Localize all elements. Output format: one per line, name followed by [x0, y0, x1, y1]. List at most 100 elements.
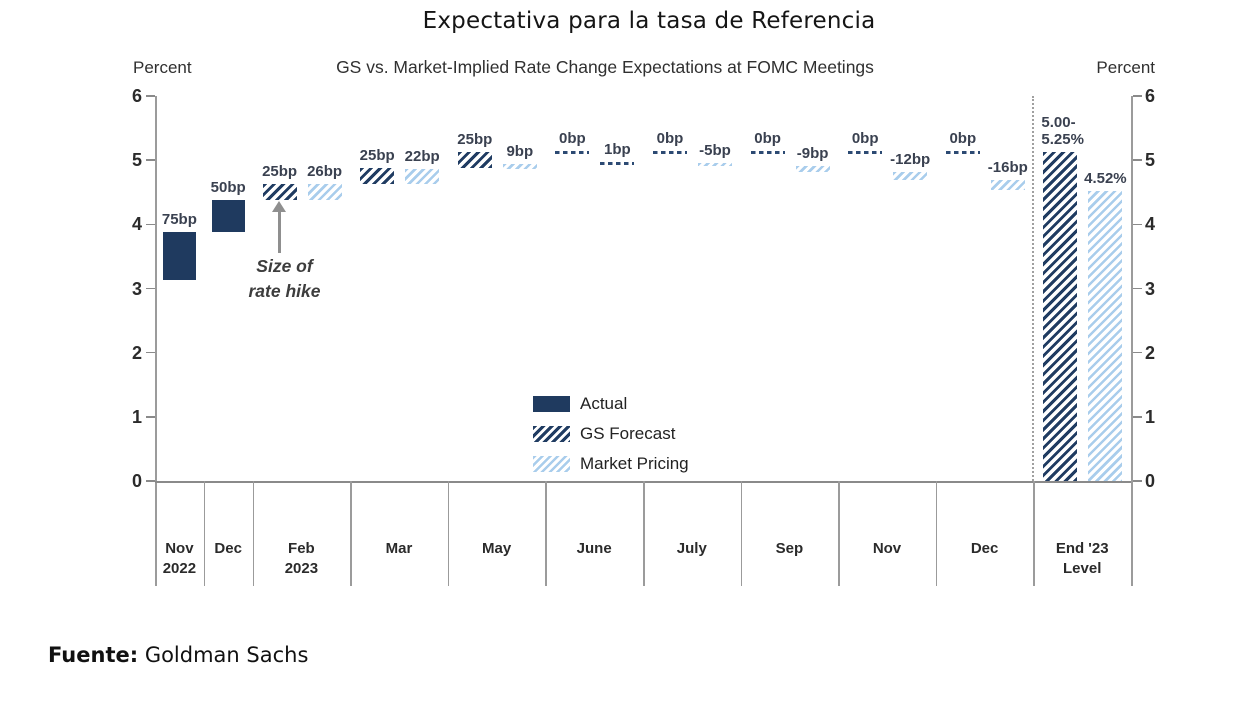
x-group-label: Dec: [970, 540, 999, 557]
y-tick-right: [1132, 416, 1142, 418]
legend-label-actual: Actual: [580, 394, 628, 413]
y-tick-label-right-5: 5: [1145, 150, 1156, 171]
annotation-arrow-head-icon: [272, 201, 286, 212]
x-group-label: Nov 2022: [162, 540, 197, 577]
bar-value-label: 22bp: [404, 148, 440, 166]
y-tick-right: [1132, 287, 1142, 290]
y-tick-left: [146, 159, 155, 161]
bar-actual-75bp: [162, 232, 196, 281]
bar-value-label: 1bp: [604, 140, 631, 158]
bar-gs_forecast-0bp: [848, 150, 883, 154]
legend-label-market-pricing: Market Pricing: [580, 454, 689, 473]
y-tick-right: [1132, 480, 1142, 482]
bar-gs_forecast-0bp: [945, 150, 980, 154]
x-group-separator: [1033, 481, 1035, 586]
legend-swatch-market-pricing: [533, 456, 570, 472]
bar-value-label: 26bp: [307, 162, 343, 180]
y-tick-label-right-4: 4: [1145, 214, 1156, 235]
y-tick-left: [146, 351, 155, 354]
x-group-separator: [545, 481, 547, 586]
y-tick-label-left-0: 0: [131, 471, 142, 491]
x-group-label: Dec: [214, 540, 242, 557]
y-tick-right: [1132, 223, 1142, 226]
y-tick-label-right-0: 0: [1145, 471, 1156, 491]
y-tick-label-left-2: 2: [131, 342, 142, 363]
y-tick-right: [1132, 159, 1142, 161]
legend-item-actual: Actual: [533, 394, 689, 414]
bar-gs_forecast-25bp: [457, 152, 492, 169]
bar-market_pricing--12bp: [893, 172, 928, 180]
bar-market_pricing--5bp: [698, 163, 732, 167]
bar-market_pricing-22bp: [405, 169, 440, 184]
y-tick-label-left-6: 6: [131, 86, 142, 106]
source-label: Fuente:: [48, 643, 139, 667]
y-tick-right: [1132, 351, 1142, 354]
bar-market_pricing-26bp: [307, 183, 342, 201]
x-group-separator: [643, 481, 645, 586]
legend-item-market-pricing: Market Pricing: [533, 454, 689, 474]
y-tick-left: [146, 287, 155, 290]
x-group-separator: [838, 481, 840, 586]
y-tick-label-right-1: 1: [1145, 406, 1156, 427]
legend: Actual GS Forecast Market Pricing: [533, 394, 689, 484]
x-group-separator: [252, 481, 255, 586]
bar-gs_forecast-5.00-5.25%: [1043, 152, 1078, 481]
bar-value-label: -5bp: [699, 142, 731, 160]
bar-value-label: 25bp: [457, 131, 493, 149]
y-tick-label-right-2: 2: [1145, 342, 1156, 363]
left-axis-unit-label: Percent: [133, 58, 192, 77]
y-axis-left: [155, 96, 157, 586]
end-level-dotted-separator: [1032, 96, 1035, 481]
bar-actual-50bp: [211, 200, 245, 233]
annotation-arrow-shaft: [278, 212, 281, 253]
x-group-label: Nov: [872, 540, 902, 557]
bar-value-label: 75bp: [161, 211, 197, 229]
bar-value-label: 0bp: [656, 129, 684, 147]
y-tick-left: [146, 480, 155, 482]
bar-value-label: -16bp: [987, 158, 1028, 176]
legend-swatch-actual: [533, 396, 570, 412]
y-tick-label-left-5: 5: [131, 150, 142, 171]
page-title: Expectativa para la tasa de Referencia: [422, 8, 876, 34]
bar-value-label: 25bp: [359, 147, 395, 165]
x-group-separator: [935, 481, 938, 586]
bar-value-label: 4.52%: [1084, 169, 1127, 187]
bar-value-label: 0bp: [559, 129, 586, 147]
y-tick-left: [146, 223, 155, 226]
chart-subtitle: GS vs. Market-Implied Rate Change Expect…: [336, 57, 874, 77]
y-axis-right: [1131, 96, 1133, 586]
bar-market_pricing--9bp: [795, 166, 830, 173]
x-group-label: End '23 Level: [1055, 540, 1109, 577]
bar-gs_forecast-0bp: [653, 150, 687, 154]
x-group-label: Mar: [385, 540, 413, 557]
y-tick-right: [1132, 95, 1142, 97]
bar-market_pricing-1bp: [600, 161, 635, 165]
bar-value-label: 0bp: [851, 129, 879, 147]
source-value: Goldman Sachs: [144, 643, 309, 667]
source-line: Fuente: Goldman Sachs: [48, 643, 308, 667]
bar-value-label: 25bp: [262, 163, 298, 181]
bar-value-label: 5.00- 5.25%: [1041, 114, 1084, 149]
legend-label-gs-forecast: GS Forecast: [580, 424, 676, 443]
legend-item-gs-forecast: GS Forecast: [533, 424, 689, 444]
y-tick-label-left-4: 4: [131, 214, 142, 235]
y-tick-left: [146, 95, 155, 97]
annotation-size-of-rate-hike: Size of rate hike: [248, 256, 321, 301]
x-group-label: July: [676, 540, 707, 557]
x-group-separator: [740, 481, 743, 586]
bar-value-label: 9bp: [506, 142, 534, 160]
y-tick-label-right-6: 6: [1145, 86, 1156, 106]
bar-value-label: -12bp: [890, 151, 931, 169]
x-group-label: May: [482, 540, 512, 557]
x-group-separator: [350, 481, 352, 586]
bar-value-label: 50bp: [210, 179, 246, 197]
right-axis-unit-label: Percent: [1096, 58, 1155, 77]
y-tick-label-left-3: 3: [131, 278, 142, 299]
bar-gs_forecast-25bp: [360, 168, 395, 185]
bar-value-label: 0bp: [949, 129, 977, 147]
bar-gs_forecast-0bp: [555, 150, 590, 154]
legend-swatch-gs-forecast: [533, 426, 570, 442]
x-group-label: June: [576, 540, 612, 557]
bar-gs_forecast-0bp: [750, 150, 785, 154]
